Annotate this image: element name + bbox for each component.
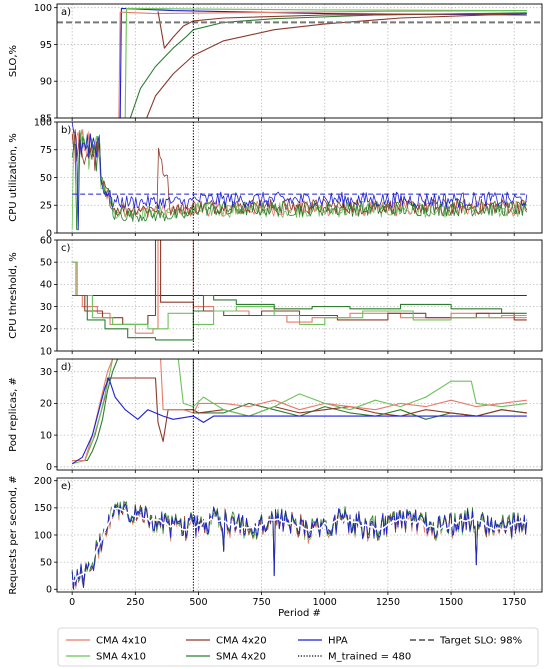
series-line-cma-4x20 [72,13,527,118]
y-tick-label: 85 [40,113,52,124]
y-tick-label: 20 [40,399,52,410]
y-tick-label: 90 [40,77,52,88]
x-tick-label: 0 [69,597,75,608]
series-line-cma-4x10 [72,10,527,118]
legend-frame [57,627,539,667]
plot-area [57,4,542,118]
x-tick-label: 500 [189,597,207,608]
y-tick-label: 0 [46,228,52,239]
plot-area [71,359,527,470]
series-line-sma-4x20 [72,12,527,118]
legend-label-m-trained: M_trained = 480 [328,652,411,663]
panel-tag: a) [61,7,71,18]
series-line-sma-4x10 [72,359,527,465]
series-line-hpa [72,7,527,118]
plot-area [72,240,527,351]
panel-tag: d) [61,362,71,373]
y-axis-title: SLO,% [8,45,19,77]
legend-label-cma-4x20: CMA 4x20 [216,636,267,647]
y-tick-label: 75 [40,145,52,156]
panel-frame [56,239,543,352]
series-line-sma-4x10 [72,261,527,330]
y-tick-label: 100 [34,117,52,128]
series-line-cma-4x20 [72,377,527,462]
legend-label-sma-4x10: SMA 4x10 [96,652,146,663]
y-tick-label: 20 [40,324,52,335]
x-tick-label: 1250 [376,597,400,608]
y-tick-label: 100 [34,3,52,14]
x-tick-label: 1750 [502,597,526,608]
series-line-cma-4x10 [71,503,528,590]
series-line-sma-4x10 [72,7,527,118]
panel-b: 0 25 50 75 100 CPU utilization, % b) [8,117,543,239]
y-tick-label: 50 [40,557,52,568]
y-tick-label: 10 [40,430,52,441]
x-tick-label: 250 [126,597,144,608]
legend-label-target: Target SLO: 98% [439,636,522,647]
plot-area [71,478,528,592]
y-tick-label: 200 [34,476,52,487]
series-line-sma-4x20 [71,130,528,231]
plot-area [71,122,528,233]
series-line-cma-4x10 [72,359,527,462]
y-axis-title: CPU utilization, % [8,133,19,222]
series-line-cma-4x20 [71,502,528,590]
panel-d: 0 10 20 30 Pod replicas, # d) [8,358,543,473]
y-tick-label: 50 [40,258,52,269]
x-tick-label: 750 [253,597,271,608]
series-line-cma-4x20 [71,129,528,216]
series-line-cma-4x20 [157,11,527,49]
y-axis-title: Requests per second, # [8,475,19,594]
legend-label-hpa: HPA [328,636,348,647]
y-tick-label: 100 [34,530,52,541]
series-line-hpa [71,377,527,465]
panel-tag: e) [61,481,71,492]
y-tick-label: 150 [34,503,52,514]
panel-c: 10 20 30 40 50 60 CPU threshold, % c) [8,235,543,357]
series-line-sma-4x10 [71,503,528,590]
panel-e: 0 50 100 150 200 0 250 500 750 1000 1250 1500 1750 Pe… [8,475,543,619]
legend-label-sma-4x20: SMA 4x20 [216,652,266,663]
legend-label-cma-4x10: CMA 4x10 [96,636,147,647]
y-tick-label: 30 [40,302,52,313]
panel-a: 85 90 95 100 SLO,% a) [8,3,543,124]
panel-tag: b) [61,125,71,136]
y-tick-label: 25 [40,201,52,212]
y-tick-label: 0 [46,462,52,473]
panel-frame [56,3,543,119]
y-axis-title: CPU threshold, % [8,252,19,338]
series-line-sma-4x20 [72,294,527,341]
y-axis-title: Pod replicas, # [8,377,19,452]
y-tick-label: 60 [40,235,52,246]
panel-frame [56,358,543,471]
x-tick-label: 1000 [313,597,337,608]
y-tick-label: 40 [40,280,52,291]
y-tick-label: 30 [40,367,52,378]
y-tick-label: 50 [40,173,52,184]
series-line-cma-4x20 [72,240,527,325]
y-tick-label: 10 [40,346,52,357]
y-tick-label: 95 [40,40,52,51]
mean-request-line [71,507,528,583]
panel-tag: c) [61,243,70,254]
y-tick-label: 0 [46,585,52,596]
series-line-hpa [71,503,528,590]
series-line-hpa [71,122,528,231]
x-tick-label: 1500 [439,597,463,608]
legend: CMA 4x10 SMA 4x10 CMA 4x20 SMA 4x20 HPA M_tra… [57,627,539,667]
series-line-sma-4x20 [72,359,527,462]
x-axis-title: Period # [278,608,321,619]
